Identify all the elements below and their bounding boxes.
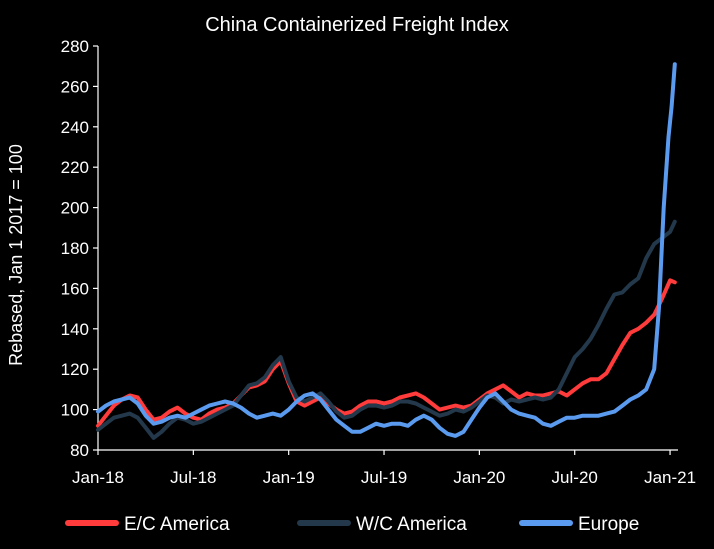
y-tick-label: 240: [61, 118, 89, 137]
series-lines: [96, 62, 677, 440]
x-tick-label: Jan-21: [644, 468, 696, 487]
y-tick-label: 160: [61, 279, 89, 298]
x-tick-label: Jan-20: [453, 468, 505, 487]
y-tick-label: 280: [61, 37, 89, 56]
y-axis-label: Rebased, Jan 1 2017 = 100: [6, 144, 26, 366]
x-tick-label: Jan-19: [263, 468, 315, 487]
x-tick-labels: Jan-18 Jul-18 Jan-19 Jul-19 Jan-20 Jul-20 Jan-…: [72, 450, 696, 487]
chart-title: China Containerized Freight Index: [205, 14, 509, 36]
legend-label-europe: Europe: [578, 514, 639, 535]
legend-label-e-c-america: E/C America: [124, 514, 230, 535]
x-tick-label: Jul-18: [170, 468, 216, 487]
y-tick-label: 120: [61, 360, 89, 379]
series-line-w-c-america: [96, 219, 677, 440]
x-tick-label: Jul-19: [361, 468, 407, 487]
series-line-europe: [96, 62, 677, 438]
y-tick-label: 180: [61, 239, 89, 258]
series-line-e-c-america: [96, 278, 677, 428]
y-tick-label: 80: [70, 441, 89, 460]
y-tick-label: 140: [61, 320, 89, 339]
legend-label-w-c-america: W/C America: [356, 514, 467, 535]
legend: E/C America W/C America Europe: [65, 514, 639, 535]
y-tick-label: 220: [61, 158, 89, 177]
y-tick-labels: 80 100 120 140 160 180 200 220 240 260 280: [61, 37, 98, 460]
x-tick-label: Jul-20: [552, 468, 598, 487]
x-tick-label: Jan-18: [72, 468, 124, 487]
y-tick-label: 100: [61, 401, 89, 420]
y-tick-label: 200: [61, 199, 89, 218]
y-tick-label: 260: [61, 77, 89, 96]
